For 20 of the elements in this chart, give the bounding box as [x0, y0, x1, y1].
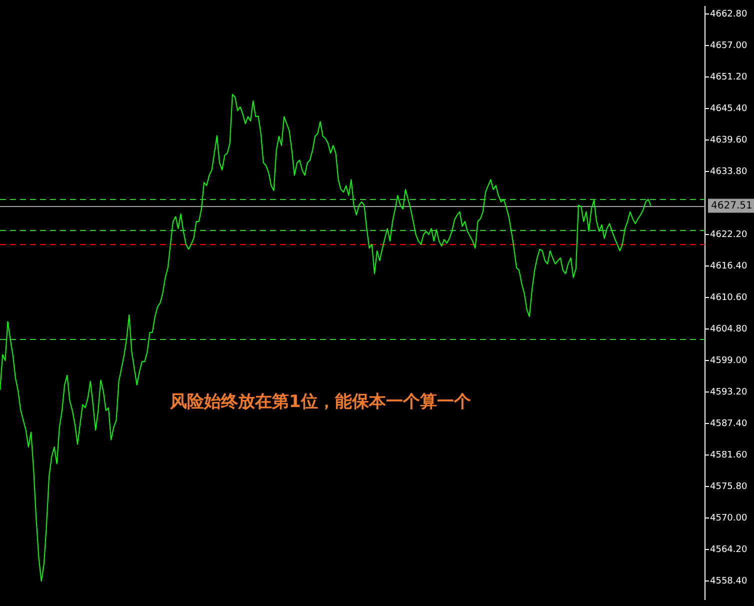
y-tick-label: 4633.80 [710, 166, 748, 177]
y-tick-label: 4645.40 [710, 104, 748, 114]
y-tick-label: 4610.60 [710, 292, 748, 303]
ref-line-label: 4627.51 [711, 200, 752, 212]
annotation: 风险始终放在第1位，能保本一个算一个 [169, 392, 472, 412]
y-tick-label: 4622.20 [710, 230, 748, 240]
y-tick-label: 4662.80 [710, 9, 748, 20]
y-tick-label: 4558.40 [710, 576, 748, 586]
y-tick-label: 4604.80 [710, 324, 748, 334]
y-tick-label: 4587.40 [710, 418, 748, 429]
y-tick-label: 4570.00 [710, 513, 748, 524]
y-tick-label: 4581.60 [710, 450, 748, 460]
y-tick-label: 4657.00 [710, 40, 748, 51]
y-tick-label: 4616.40 [710, 261, 748, 272]
y-tick-label: 4651.20 [710, 72, 748, 82]
y-tick-label: 4564.20 [710, 544, 748, 555]
y-tick-label: 4599.00 [710, 356, 748, 366]
y-tick-label: 4593.20 [710, 387, 748, 398]
y-tick-label: 4575.80 [710, 482, 748, 492]
y-tick-label: 4639.60 [710, 135, 748, 146]
